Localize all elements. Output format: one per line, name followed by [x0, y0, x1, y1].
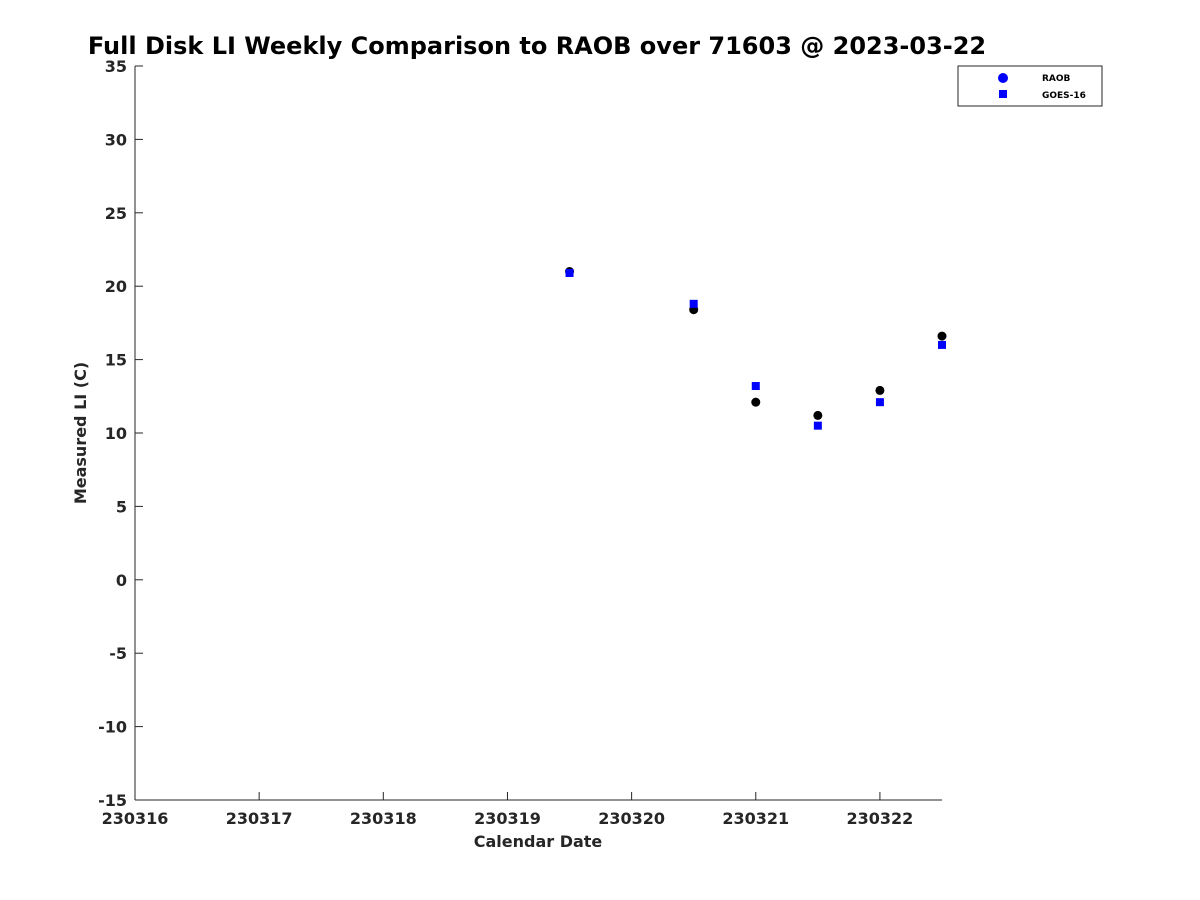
- legend-label-raob: RAOB: [1042, 74, 1071, 84]
- legend-marker-raob: [998, 73, 1008, 83]
- x-tick-label: 230319: [474, 809, 541, 828]
- legend-box: [957, 65, 1103, 107]
- point-goes16: [751, 382, 760, 391]
- point-goes16: [565, 268, 574, 277]
- x-tick-label: 230320: [598, 809, 665, 828]
- point-goes16: [689, 299, 698, 308]
- chart-title: Full Disk LI Weekly Comparison to RAOB o…: [88, 32, 986, 60]
- x-tick-label: 230322: [847, 809, 914, 828]
- point-raob: [813, 410, 823, 420]
- y-tick-label: 20: [105, 277, 127, 296]
- data-points: [565, 267, 947, 430]
- y-tick-label: 30: [105, 130, 127, 149]
- x-tick-label: 230317: [226, 809, 293, 828]
- y-tick-label: -5: [109, 644, 127, 663]
- y-ticks: 35 30 25 20 15 10 5 0 -5 -10 -15: [98, 57, 143, 810]
- point-raob: [751, 397, 761, 407]
- point-goes16: [875, 398, 884, 407]
- y-tick-label: 35: [105, 57, 127, 76]
- x-ticks: 230316 230317 230318 230319 230320 230321 2303…: [102, 792, 914, 828]
- point-goes16: [813, 421, 822, 430]
- y-axis-label: Measured LI (C): [71, 362, 90, 504]
- y-tick-label: 10: [105, 424, 127, 443]
- x-axis-label: Calendar Date: [474, 832, 603, 851]
- x-tick-label: 230321: [722, 809, 789, 828]
- point-goes16: [938, 340, 946, 349]
- y-tick-label: 0: [116, 571, 127, 590]
- legend-label-goes16: GOES-16: [1042, 91, 1086, 101]
- y-tick-label: 15: [105, 351, 127, 370]
- point-raob: [875, 385, 885, 395]
- legend: RAOB GOES-16: [957, 65, 1103, 107]
- y-tick-label: -15: [98, 791, 127, 810]
- y-tick-label: 25: [105, 204, 127, 223]
- point-raob: [937, 331, 947, 341]
- y-tick-label: 5: [116, 497, 127, 516]
- x-tick-label: 230318: [350, 809, 417, 828]
- legend-marker-goes16: [999, 90, 1007, 98]
- y-tick-label: -10: [98, 718, 127, 737]
- x-tick-label: 230316: [102, 809, 169, 828]
